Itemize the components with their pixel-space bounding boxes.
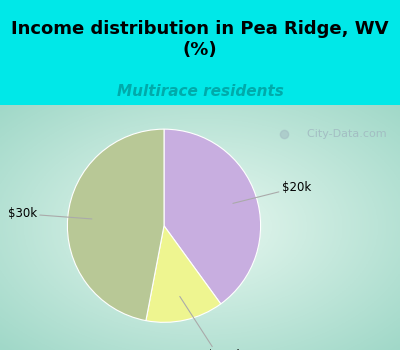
Text: $30k: $30k: [8, 207, 92, 220]
Wedge shape: [68, 129, 164, 321]
Text: Income distribution in Pea Ridge, WV
(%): Income distribution in Pea Ridge, WV (%): [11, 20, 389, 59]
Text: Multirace residents: Multirace residents: [116, 84, 284, 99]
Text: $20k: $20k: [233, 181, 311, 203]
Text: > $200k: > $200k: [180, 296, 243, 350]
Wedge shape: [146, 226, 221, 322]
Text: City-Data.com: City-Data.com: [300, 130, 387, 139]
Wedge shape: [164, 129, 260, 304]
